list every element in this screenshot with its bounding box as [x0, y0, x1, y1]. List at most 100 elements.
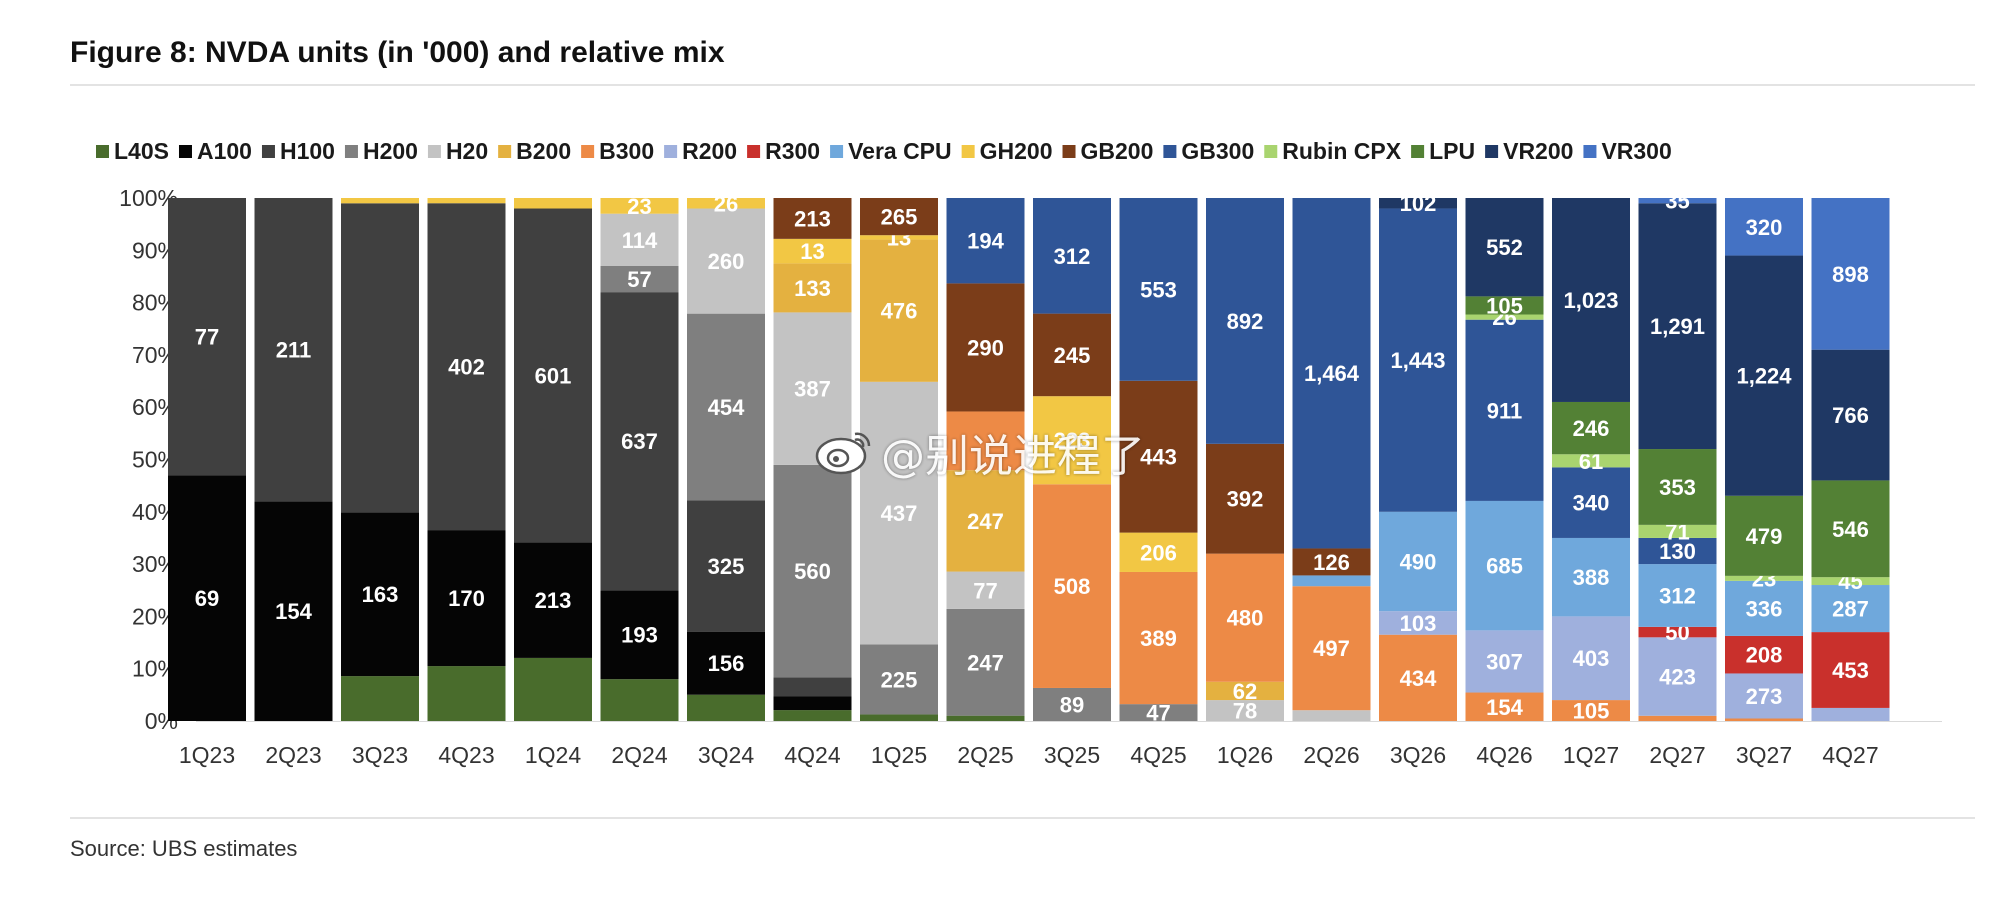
data-label: 208	[1746, 643, 1783, 668]
data-label: 1,023	[1563, 288, 1618, 313]
bar-segment-gb300-2q27	[1638, 537, 1717, 565]
legend-swatch-rubin-cpx	[1264, 145, 1278, 158]
bar-segment-b200-2q25	[946, 470, 1025, 572]
bar-segment-b300-4q26	[1465, 692, 1544, 721]
data-label: 546	[1832, 517, 1869, 542]
data-label: 130	[1659, 539, 1696, 564]
data-label: 213	[794, 206, 831, 231]
bar-segment-vr200-4q27	[1811, 349, 1890, 481]
legend-label-h20: H20	[446, 138, 488, 164]
bar-segment-vera-cpu-4q26	[1465, 500, 1544, 631]
bar-segment-h20-1q26	[1206, 700, 1284, 721]
data-label: 114	[622, 228, 658, 253]
bar-segment-b300-3q25	[1033, 484, 1111, 688]
data-label: 154	[1486, 695, 1523, 720]
bar-segment-b200-4q24	[773, 263, 852, 313]
bar-segment-gb300-1q27	[1552, 467, 1630, 538]
legend-swatch-vr300	[1583, 145, 1597, 158]
data-label: 77	[973, 578, 997, 603]
bar-segment-gb300-4q25	[1119, 198, 1198, 381]
x-tick-label: 4Q26	[1476, 742, 1532, 768]
x-tick-label: 3Q24	[698, 742, 754, 768]
bar-segment-vr300-3q27	[1725, 198, 1803, 256]
bar-segment-vera-cpu-1q27	[1552, 537, 1630, 617]
data-label: 245	[1054, 343, 1091, 368]
x-tick-label: 2Q24	[611, 742, 667, 768]
legend-swatch-gh200	[961, 145, 975, 158]
bar-segment-gb300-3q26	[1379, 208, 1457, 512]
data-label: 206	[1140, 540, 1177, 565]
data-label: 287	[1832, 597, 1869, 622]
bar-segment-rubin-cpx-2q27	[1638, 524, 1717, 538]
bar-area: 69 77 154 211 163 170 402 213 601 193 637 57 114 23 15…	[168, 189, 1890, 726]
data-label: 1,464	[1304, 361, 1360, 386]
bar-segment-r200-2q27	[1638, 637, 1717, 716]
data-label: 194	[967, 229, 1004, 254]
bar-segment-rubin-cpx-4q26	[1465, 314, 1544, 320]
bar-segment-h100-3q24	[687, 500, 765, 632]
bar-segment-a100-1q24	[514, 542, 592, 658]
x-tick-label: 1Q24	[525, 742, 581, 768]
data-label: 62	[1233, 679, 1257, 704]
x-tick-label: 4Q24	[784, 742, 840, 768]
x-tick-label: 1Q27	[1563, 742, 1619, 768]
source-divider	[70, 817, 1975, 819]
bar-segment-vera-cpu-3q27	[1725, 580, 1803, 636]
legend-swatch-vera-cpu	[830, 145, 844, 158]
data-label: 170	[448, 586, 485, 611]
x-tick-label: 3Q27	[1736, 742, 1792, 768]
data-label: 26	[714, 191, 738, 216]
legend-label-lpu: LPU	[1429, 138, 1475, 164]
legend-swatch-a100	[178, 145, 192, 158]
x-tick-label: 2Q26	[1303, 742, 1359, 768]
data-label: 490	[1400, 549, 1437, 574]
data-label: 403	[1573, 646, 1610, 671]
data-label: 312	[1054, 244, 1091, 269]
legend-swatch-vr200	[1485, 145, 1499, 158]
bar-segment-gb300-2q26	[1292, 198, 1371, 549]
bar-segment-a100-4q23	[427, 530, 506, 667]
bar-segment-vr300-2q27	[1638, 198, 1717, 204]
bar-segment-vr200-4q26	[1465, 198, 1544, 297]
bar-segment-b300-3q27	[1725, 718, 1803, 721]
data-label: 476	[881, 299, 918, 324]
bar-segment-r200-4q26	[1465, 630, 1544, 693]
bar-segment-vr200-3q26	[1379, 198, 1457, 209]
data-label: 601	[535, 363, 572, 388]
legend-swatch-b200	[498, 145, 512, 158]
bar-segment-b300-3q26	[1379, 634, 1457, 721]
bar-segment-gh200-2q24	[600, 198, 679, 214]
legend-label-gb300: GB300	[1181, 138, 1254, 164]
bar-segment-h200-2q24	[600, 265, 679, 293]
data-label: 225	[881, 667, 918, 692]
bar-segment-l40s-2q25	[946, 715, 1025, 721]
legend-swatch-r300	[747, 145, 761, 158]
data-label: 320	[1746, 215, 1783, 240]
bar-segment-vr200-1q27	[1552, 198, 1630, 402]
bar-segment-r300-2q27	[1638, 626, 1717, 638]
bar-segment-a100-2q23	[254, 501, 333, 721]
bar-segment-h200-1q25	[860, 644, 938, 715]
x-tick-label: 2Q25	[957, 742, 1013, 768]
bar-segment-lpu-2q27	[1638, 449, 1717, 525]
bar-segment-b300-2q25	[946, 411, 1025, 471]
legend-label-vr300: VR300	[1601, 138, 1671, 164]
legend-label-b200: B200	[516, 138, 571, 164]
legend-swatch-b300	[581, 145, 595, 158]
bar-segment-rubin-cpx-1q27	[1552, 454, 1630, 468]
data-label: 388	[1573, 565, 1610, 590]
bar-segment-vera-cpu-2q26	[1292, 575, 1371, 587]
bar-segment-l40s-3q24	[687, 694, 765, 721]
data-label: 508	[1054, 574, 1091, 599]
bar-segment-gh200-4q23	[427, 198, 506, 204]
bar-segment-lpu-3q27	[1725, 495, 1803, 576]
data-label: 497	[1313, 636, 1350, 661]
data-label: 247	[967, 650, 1004, 675]
data-label: 1,291	[1650, 314, 1705, 339]
bar-segment-h20-2q24	[600, 213, 679, 266]
bar-segment-h100-4q24	[773, 677, 852, 697]
bar-segment-gh200-1q24	[514, 198, 592, 209]
bar-segment-a100-3q23	[341, 512, 419, 677]
data-label: 560	[794, 559, 831, 584]
x-tick-label: 1Q25	[871, 742, 927, 768]
